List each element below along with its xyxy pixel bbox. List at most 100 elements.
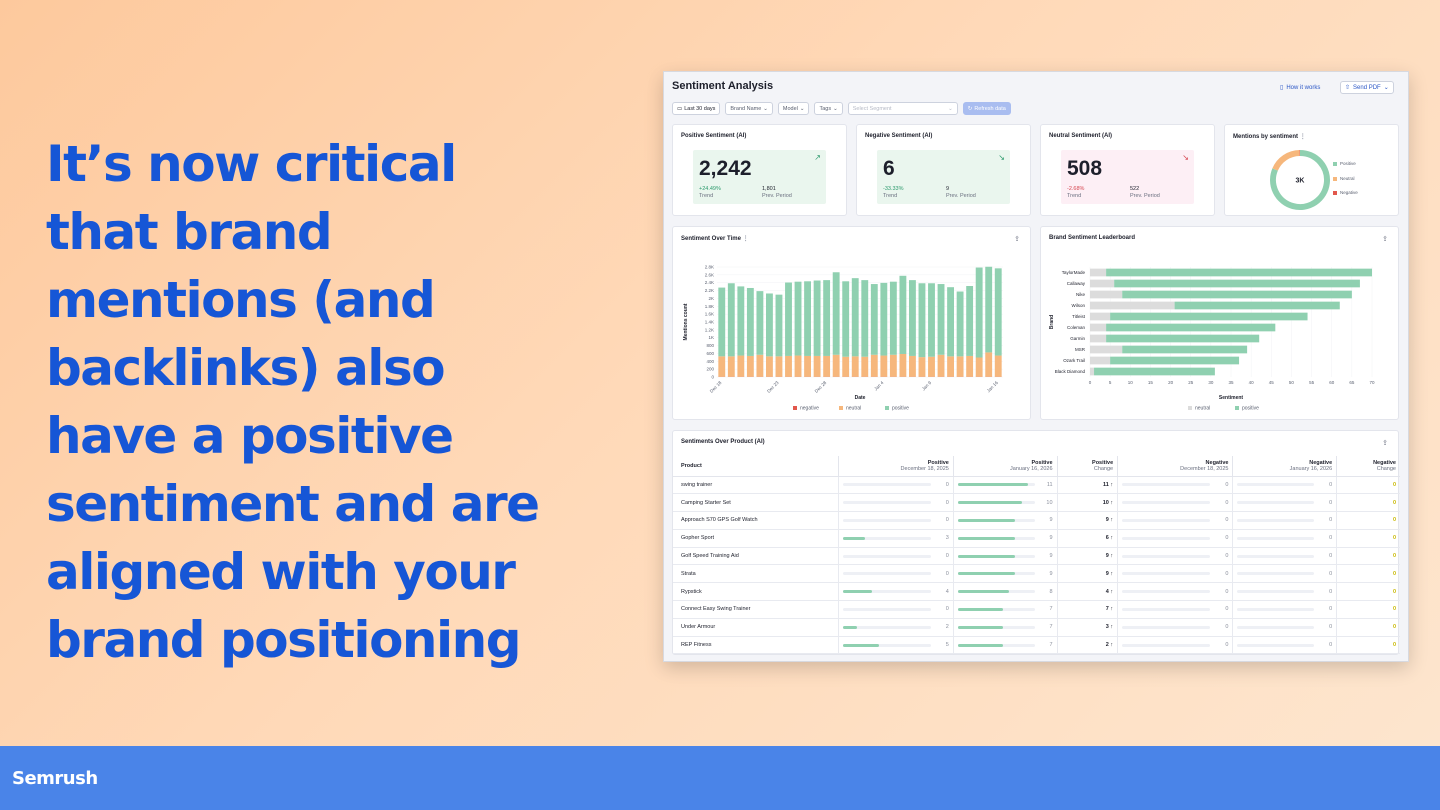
product-name: Golf Speed Training Aid [673, 547, 838, 566]
product-name: Gopher Sport [673, 529, 838, 548]
value-number: 10 [1046, 499, 1053, 506]
table-header-row: Product Positive December 18, 2025 Positive… [673, 456, 1400, 477]
headline-line: that brand [46, 203, 333, 261]
value-number: 0 [1329, 499, 1333, 506]
kpi-trend-value: -33.33% [883, 186, 904, 192]
export-icon[interactable]: ⇪ [1014, 236, 1020, 243]
value-cell: 0 [837, 493, 954, 513]
change-cell: 3 ↑ [1056, 618, 1118, 637]
value-bar [842, 536, 931, 540]
sot-title-text: Sentiment Over Time [681, 236, 741, 242]
brand-label: Nike [1076, 292, 1085, 297]
column-header[interactable]: Positive January 16, 2026 [952, 456, 1058, 477]
bar-neutral [727, 356, 735, 377]
kpi-prev: 9 Prev. Period [946, 186, 976, 199]
bar-neutral [851, 356, 859, 377]
headline-line: backlinks) also [46, 339, 446, 397]
value-cell: 9 [952, 564, 1058, 584]
bar-positive [794, 281, 802, 356]
export-icon[interactable]: ⇪ [1382, 236, 1388, 243]
export-icon[interactable]: ⇪ [1382, 440, 1388, 447]
bar-positive [1110, 312, 1308, 321]
y-tick-label: 200 [706, 367, 714, 372]
model-select[interactable]: Model ⌄ [777, 102, 810, 115]
value-bar [1237, 501, 1315, 505]
change-cell: 0 [1336, 600, 1400, 619]
value-cell: 11 [952, 476, 1058, 495]
change-cell: 0 [1336, 511, 1400, 530]
chevron-down-icon: ⌄ [763, 105, 768, 112]
legend-swatch [1333, 161, 1337, 166]
how-it-works-link[interactable]: ▯ How it works [1276, 81, 1324, 94]
value-number: 0 [1225, 481, 1229, 488]
bar-neutral [1090, 301, 1175, 310]
table-row: Under Armour 2 7 3 ↑ 0 0 0 [673, 618, 1400, 637]
product-sentiment-table: Product Positive December 18, 2025 Positive… [673, 456, 1400, 655]
value-bar [1237, 483, 1315, 487]
column-header[interactable]: Product [673, 456, 838, 477]
value-number: 9 [1049, 553, 1053, 560]
bar-neutral [1090, 345, 1123, 354]
column-header[interactable]: Negative December 18, 2025 [1117, 456, 1233, 477]
value-cell-content: 0 [842, 606, 949, 612]
kpi-trend-value: +24.49% [699, 186, 721, 192]
brand-label: Callaway [1067, 281, 1086, 286]
bar-neutral [899, 353, 907, 377]
column-header-label: Product [681, 462, 702, 469]
value-bar [842, 590, 931, 594]
bar-positive [756, 291, 764, 355]
bar-neutral [889, 354, 897, 377]
bar-positive [947, 287, 954, 357]
value-cell: 0 [1232, 547, 1337, 566]
bar-neutral [880, 355, 888, 377]
trend-down-icon: ↘ [998, 153, 1005, 162]
bar-neutral [804, 355, 811, 377]
column-header[interactable]: Positive Change [1056, 456, 1118, 477]
value-cell: 0 [1232, 493, 1337, 513]
column-header[interactable]: Negative Change [1336, 456, 1400, 477]
refresh-data-button[interactable]: ↻ Refresh data [962, 102, 1011, 115]
value-bar [1237, 554, 1315, 558]
bar-neutral [775, 356, 783, 377]
value-bar [957, 607, 1035, 611]
bar-positive [899, 275, 907, 354]
legend-swatch [839, 406, 843, 410]
bar-neutral [794, 355, 802, 377]
kpi-prev: 522 Prev. Period [1130, 186, 1160, 199]
value-cell-content: 2 [842, 624, 949, 630]
column-header[interactable]: Positive December 18, 2025 [837, 456, 954, 477]
x-tick-label: 60 [1329, 380, 1335, 385]
refresh-data-label: Refresh data [974, 105, 1006, 112]
bar-positive [956, 291, 964, 357]
legend-positive: Positive [1333, 161, 1356, 166]
headline-line: aligned with your [46, 543, 516, 601]
send-pdf-button[interactable]: ⇧ Send PDF ⌄ [1340, 81, 1394, 94]
value-bar-fill [957, 483, 1029, 487]
value-number: 0 [1225, 588, 1229, 595]
sot-title: Sentiment Over Time ⋮ [681, 235, 749, 242]
value-bar [842, 554, 931, 558]
value-bar [1237, 643, 1315, 647]
tags-select[interactable]: Tags ⌄ [814, 102, 843, 115]
chevron-down-icon: ⌄ [799, 105, 805, 112]
value-bar [842, 625, 931, 629]
value-bar [1237, 607, 1315, 611]
how-it-works-label: How it works [1286, 84, 1321, 91]
segment-select[interactable]: Select Segment ⌄ [847, 102, 958, 115]
bar-positive [804, 281, 811, 356]
info-icon[interactable]: ⋮ [742, 236, 749, 242]
bar-positive [842, 281, 850, 357]
x-axis-label: Sentiment [1219, 395, 1244, 401]
column-header[interactable]: Negative January 16, 2026 [1232, 456, 1337, 477]
info-icon[interactable]: ⋮ [1299, 134, 1306, 140]
value-cell: 0 [1117, 636, 1233, 655]
table-row: REP Fitness 5 7 2 ↑ 0 0 0 [673, 636, 1400, 655]
value-cell: 0 [1232, 582, 1337, 602]
date-range-select[interactable]: ▭ Last 30 days [672, 102, 721, 115]
table-row: Golf Speed Training Aid 0 9 9 ↑ 0 0 0 [673, 547, 1400, 566]
y-tick-label: 800 [706, 343, 714, 348]
value-cell-content: 0 [842, 553, 949, 559]
brand-select[interactable]: Brand Name ⌄ [725, 102, 773, 115]
kpi-title: Negative Sentiment (AI) [865, 133, 933, 139]
chevron-down-icon: ⌄ [833, 105, 838, 112]
